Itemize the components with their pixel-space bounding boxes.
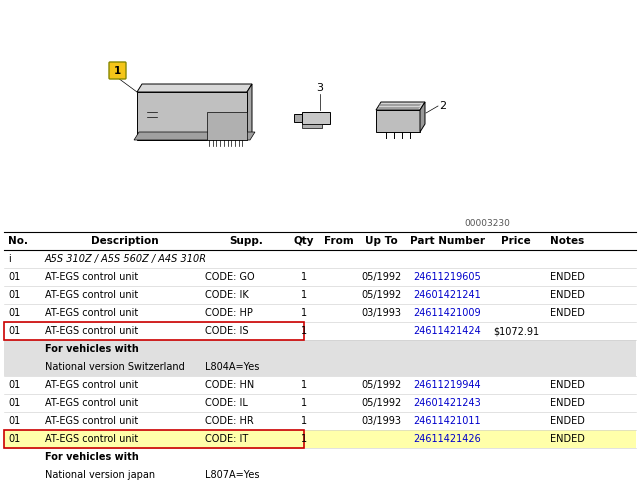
Text: A5S 310Z / A5S 560Z / A4S 310R: A5S 310Z / A5S 560Z / A4S 310R: [45, 254, 207, 264]
Text: AT-EGS control unit: AT-EGS control unit: [45, 434, 138, 444]
Polygon shape: [420, 102, 425, 132]
Polygon shape: [376, 102, 425, 110]
Text: 03/1993: 03/1993: [362, 308, 401, 318]
Text: 1: 1: [301, 380, 307, 390]
Text: ENDED: ENDED: [550, 308, 584, 318]
Text: AT-EGS control unit: AT-EGS control unit: [45, 380, 138, 390]
Text: CODE: GO: CODE: GO: [205, 272, 255, 282]
Text: Notes: Notes: [550, 236, 584, 246]
Text: 1: 1: [301, 434, 307, 444]
Text: For vehicles with: For vehicles with: [45, 452, 139, 462]
Text: 24611421011: 24611421011: [413, 416, 481, 426]
Text: CODE: IT: CODE: IT: [205, 434, 248, 444]
FancyBboxPatch shape: [109, 62, 126, 79]
Text: 01: 01: [8, 434, 20, 444]
Text: 01: 01: [8, 416, 20, 426]
Text: L804A=Yes: L804A=Yes: [205, 362, 259, 372]
Text: ENDED: ENDED: [550, 380, 584, 390]
Text: i: i: [8, 254, 11, 264]
Text: CODE: IL: CODE: IL: [205, 398, 248, 408]
Text: 3: 3: [317, 83, 323, 93]
Text: Supp.: Supp.: [230, 236, 264, 246]
Text: Up To: Up To: [365, 236, 398, 246]
Text: 01: 01: [8, 290, 20, 300]
Polygon shape: [207, 112, 247, 140]
Text: 01: 01: [8, 398, 20, 408]
Text: 24611421426: 24611421426: [413, 434, 481, 444]
Bar: [4, 322, 304, 340]
Text: AT-EGS control unit: AT-EGS control unit: [45, 416, 138, 426]
Text: 05/1992: 05/1992: [362, 272, 402, 282]
Polygon shape: [302, 112, 330, 124]
Text: 24611219605: 24611219605: [413, 272, 481, 282]
Text: Qty: Qty: [294, 236, 314, 246]
Polygon shape: [137, 84, 252, 92]
Text: 24601421243: 24601421243: [413, 398, 481, 408]
Text: 24611219944: 24611219944: [413, 380, 481, 390]
Text: No.: No.: [8, 236, 28, 246]
Text: ENDED: ENDED: [550, 434, 584, 444]
Text: 01: 01: [8, 326, 20, 336]
Text: 01: 01: [8, 308, 20, 318]
Text: Price: Price: [501, 236, 531, 246]
Text: CODE: HP: CODE: HP: [205, 308, 253, 318]
Text: Description: Description: [91, 236, 159, 246]
Text: 05/1992: 05/1992: [362, 380, 402, 390]
Text: Part Number: Part Number: [410, 236, 485, 246]
Text: 1: 1: [301, 416, 307, 426]
Text: 05/1992: 05/1992: [362, 398, 402, 408]
Polygon shape: [376, 110, 420, 132]
Text: AT-EGS control unit: AT-EGS control unit: [45, 326, 138, 336]
Polygon shape: [137, 92, 247, 140]
Text: CODE: IK: CODE: IK: [205, 290, 249, 300]
Bar: [4, 430, 636, 448]
Text: $1072.91: $1072.91: [493, 326, 539, 336]
Text: 2: 2: [440, 101, 447, 111]
Text: 01: 01: [8, 272, 20, 282]
Text: 24601421241: 24601421241: [413, 290, 481, 300]
Text: 1: 1: [301, 398, 307, 408]
Text: CODE: IS: CODE: IS: [205, 326, 248, 336]
Bar: [4, 430, 304, 448]
Text: 00003230: 00003230: [464, 219, 510, 228]
Text: 24611421009: 24611421009: [413, 308, 481, 318]
Text: 01: 01: [8, 380, 20, 390]
Text: 03/1993: 03/1993: [362, 416, 401, 426]
Bar: [0, 0, 640, 230]
Text: AT-EGS control unit: AT-EGS control unit: [45, 290, 138, 300]
Text: 1: 1: [301, 290, 307, 300]
Text: 1: 1: [114, 65, 121, 75]
Polygon shape: [134, 132, 255, 140]
Polygon shape: [247, 84, 252, 140]
Text: 1: 1: [301, 308, 307, 318]
Text: ENDED: ENDED: [550, 416, 584, 426]
Polygon shape: [302, 124, 322, 128]
Text: 1: 1: [301, 326, 307, 336]
Text: ENDED: ENDED: [550, 272, 584, 282]
Text: ENDED: ENDED: [550, 290, 584, 300]
Bar: [4, 340, 636, 376]
Text: From: From: [324, 236, 354, 246]
Text: 05/1992: 05/1992: [362, 290, 402, 300]
Text: CODE: HN: CODE: HN: [205, 380, 254, 390]
Text: 24611421424: 24611421424: [413, 326, 481, 336]
Text: ENDED: ENDED: [550, 398, 584, 408]
Text: AT-EGS control unit: AT-EGS control unit: [45, 272, 138, 282]
Text: AT-EGS control unit: AT-EGS control unit: [45, 308, 138, 318]
Text: CODE: HR: CODE: HR: [205, 416, 253, 426]
Polygon shape: [294, 114, 302, 122]
Text: National version japan: National version japan: [45, 470, 155, 480]
Text: L807A=Yes: L807A=Yes: [205, 470, 259, 480]
Text: 1: 1: [301, 272, 307, 282]
Text: National version Switzerland: National version Switzerland: [45, 362, 185, 372]
Text: AT-EGS control unit: AT-EGS control unit: [45, 398, 138, 408]
Text: For vehicles with: For vehicles with: [45, 344, 139, 354]
